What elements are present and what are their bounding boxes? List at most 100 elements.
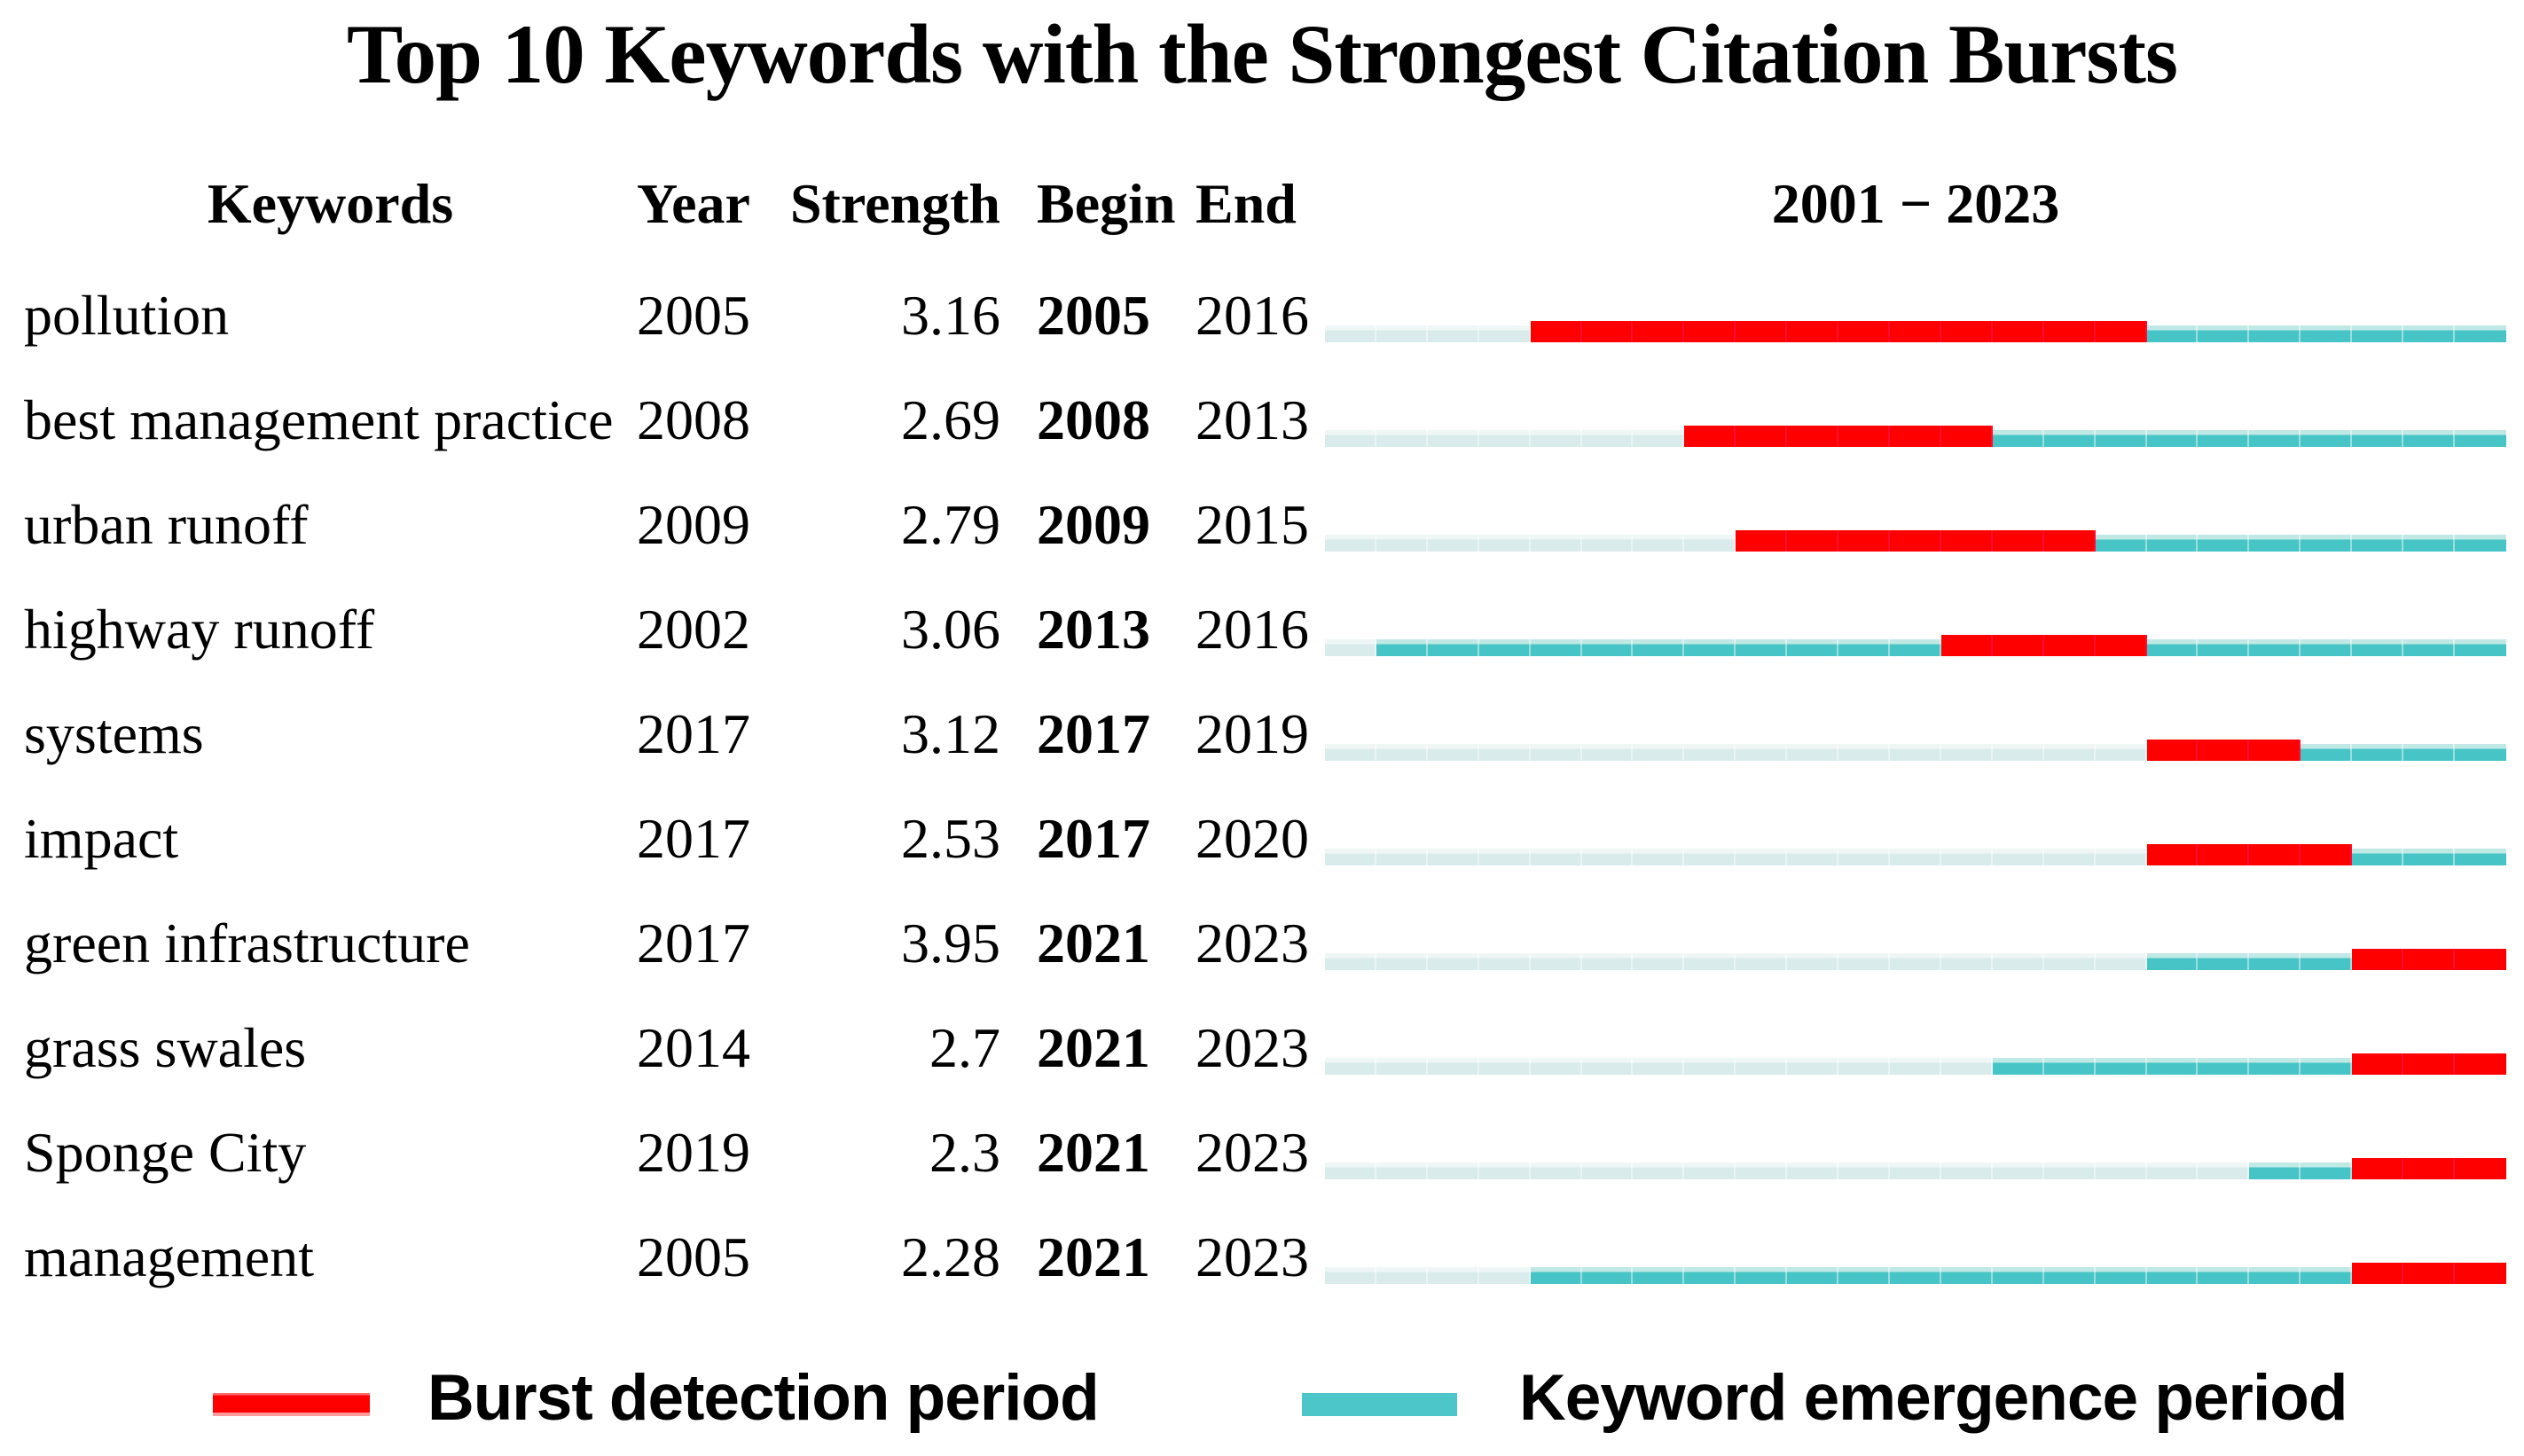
year-segment-pre xyxy=(1325,1267,1376,1284)
timeline-bar xyxy=(1325,1158,2506,1179)
table-row: Sponge City 2019 2.3 2021 2023 xyxy=(0,1119,2524,1224)
year-segment-pre xyxy=(1530,535,1582,552)
year-segment-pre xyxy=(1376,325,1428,342)
year-segment-burst xyxy=(1992,635,2044,656)
year-segment-pre xyxy=(1787,1162,1839,1179)
year-value: 2019 xyxy=(637,1121,750,1184)
year-segment-pre xyxy=(1478,849,1531,865)
year-segment-pre xyxy=(1581,744,1634,761)
year-segment-emerge xyxy=(2146,535,2199,552)
year-segment-pre xyxy=(1889,953,1941,970)
timeline-bar xyxy=(1325,321,2506,342)
keyword-label: impact xyxy=(24,807,179,870)
year-segment-pre xyxy=(1633,430,1685,447)
keyword-label: highway runoff xyxy=(24,598,375,661)
year-segment-emerge xyxy=(2403,430,2455,447)
year-segment-emerge xyxy=(1530,1267,1582,1284)
year-segment-pre xyxy=(1838,744,1890,761)
year-segment-emerge xyxy=(1478,639,1531,656)
burst-legend-label: Burst detection period xyxy=(427,1362,1100,1434)
keyword-label: green infrastructure xyxy=(24,912,470,975)
year-segment-burst xyxy=(2352,949,2404,970)
end-value: 2015 xyxy=(1195,493,1309,556)
year-segment-emerge xyxy=(1633,639,1685,656)
year-segment-emerge xyxy=(2301,639,2353,656)
year-segment-pre xyxy=(1889,744,1941,761)
keyword-label: Sponge City xyxy=(24,1121,307,1184)
year-segment-burst xyxy=(2454,1263,2506,1284)
year-segment-pre xyxy=(1581,430,1634,447)
year-segment-emerge xyxy=(2146,953,2199,970)
year-segment-emerge xyxy=(2095,1267,2147,1284)
year-segment-pre xyxy=(1787,953,1839,970)
year-segment-burst xyxy=(1889,321,1941,342)
year-value: 2009 xyxy=(637,493,750,556)
table-body: pollution 2005 3.16 2005 2016 best management… xyxy=(0,282,2524,1328)
year-segment-emerge xyxy=(2198,1058,2250,1075)
year-segment-pre xyxy=(1325,1058,1376,1075)
year-segment-pre xyxy=(1940,744,1993,761)
year-segment-burst xyxy=(1684,321,1736,342)
year-segment-pre xyxy=(1992,953,2044,970)
year-segment-emerge xyxy=(1787,639,1839,656)
year-segment-pre xyxy=(1530,849,1582,865)
strength-value: 3.16 xyxy=(901,284,1000,347)
year-segment-emerge xyxy=(2352,744,2404,761)
timeline-bar xyxy=(1325,1263,2506,1284)
year-segment-emerge xyxy=(1838,1267,1890,1284)
year-segment-pre xyxy=(1478,535,1531,552)
year-segment-burst xyxy=(1530,321,1582,342)
year-segment-emerge xyxy=(2198,639,2250,656)
year-segment-pre xyxy=(1838,849,1890,865)
year-segment-pre xyxy=(2095,744,2147,761)
table-row: urban runoff 2009 2.79 2009 2015 xyxy=(0,491,2524,596)
year-segment-burst xyxy=(2146,844,2199,865)
year-segment-pre xyxy=(1684,1162,1736,1179)
year-segment-emerge xyxy=(2454,639,2506,656)
year-segment-pre xyxy=(1889,1162,1941,1179)
year-segment-emerge xyxy=(1581,639,1634,656)
year-segment-pre xyxy=(1581,849,1634,865)
year-segment-pre xyxy=(1992,744,2044,761)
year-segment-pre xyxy=(1376,1058,1428,1075)
year-segment-pre xyxy=(1325,744,1376,761)
year-segment-emerge xyxy=(2301,325,2353,342)
year-segment-pre xyxy=(1684,535,1736,552)
timeline-bar xyxy=(1325,740,2506,761)
year-segment-pre xyxy=(1478,1162,1531,1179)
year-segment-emerge xyxy=(1940,1267,1993,1284)
year-segment-pre xyxy=(1427,1162,1479,1179)
year-segment-pre xyxy=(1684,1058,1736,1075)
year-segment-burst xyxy=(1838,426,1890,447)
year-segment-pre xyxy=(1736,1162,1788,1179)
strength-value: 3.06 xyxy=(901,598,1000,661)
year-segment-pre xyxy=(1530,744,1582,761)
year-segment-pre xyxy=(1889,1058,1941,1075)
end-value: 2013 xyxy=(1195,388,1309,451)
keyword-label: pollution xyxy=(24,284,230,347)
year-segment-pre xyxy=(1325,849,1376,865)
keyword-label: grass swales xyxy=(24,1016,307,1079)
year-segment-emerge xyxy=(2198,430,2250,447)
year-segment-pre xyxy=(1427,325,1479,342)
strength-value: 2.28 xyxy=(901,1225,1000,1288)
year-segment-pre xyxy=(1325,430,1376,447)
strength-value: 2.69 xyxy=(901,388,1000,451)
year-segment-pre xyxy=(1787,744,1839,761)
table-row: systems 2017 3.12 2017 2019 xyxy=(0,701,2524,805)
burst-legend-swatch xyxy=(213,1393,370,1416)
year-segment-emerge xyxy=(2352,849,2404,865)
year-segment-pre xyxy=(1427,1058,1479,1075)
year-segment-pre xyxy=(1684,953,1736,970)
year-segment-burst xyxy=(2249,844,2301,865)
keyword-label: best management practice xyxy=(24,388,614,451)
year-segment-burst xyxy=(1736,321,1788,342)
header-keywords: Keywords xyxy=(207,172,454,235)
end-value: 2023 xyxy=(1195,1225,1309,1288)
year-segment-emerge xyxy=(2146,1267,2199,1284)
year-segment-emerge xyxy=(1530,639,1582,656)
year-segment-pre xyxy=(1530,1162,1582,1179)
year-segment-burst xyxy=(1940,530,1993,552)
begin-value: 2021 xyxy=(1037,1016,1150,1079)
year-segment-pre xyxy=(1427,953,1479,970)
